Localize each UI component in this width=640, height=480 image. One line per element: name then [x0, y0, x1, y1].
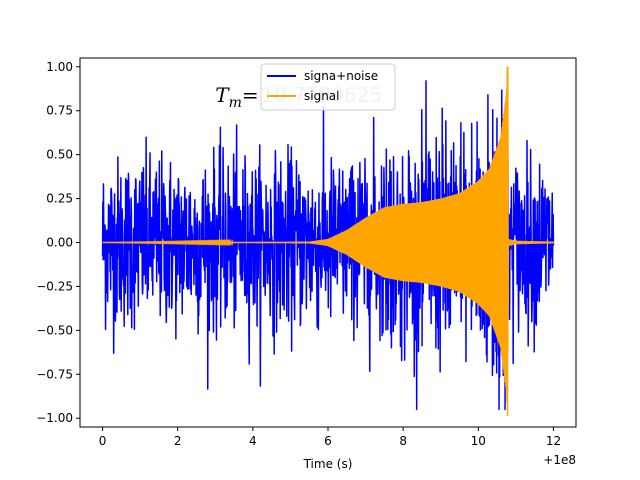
legend-label-1: signal	[304, 89, 340, 103]
series-line-signal	[102, 75, 555, 417]
legend-label-0: signa+noise	[304, 69, 378, 83]
series-layer	[101, 66, 555, 417]
x-tick-label-4: 8	[399, 434, 407, 448]
legend: signa+noise signal	[260, 63, 396, 111]
y-tick-label-6: −0.50	[36, 323, 73, 337]
x-tick-label-1: 2	[174, 434, 182, 448]
y-tick-label-1: 0.75	[46, 104, 73, 118]
x-tick-label-6: 12	[546, 434, 561, 448]
y-tick-label-8: −1.00	[36, 411, 73, 425]
y-tick-label-4: 0.00	[46, 236, 73, 250]
y-tick-label-2: 0.50	[46, 148, 73, 162]
y-tick-label-7: −0.75	[36, 367, 73, 381]
x-axis: 0 2 4 6 8 10 12	[99, 427, 561, 448]
x-axis-label: Time (s)	[303, 457, 353, 471]
x-tick-label-5: 10	[471, 434, 486, 448]
y-tick-label-5: −0.25	[36, 279, 73, 293]
x-tick-label-0: 0	[99, 434, 107, 448]
y-tick-label-0: 1.00	[46, 60, 73, 74]
annotation-label: Tm=	[215, 83, 258, 111]
y-axis: 1.00 0.75 0.50 0.25 0.00 −0.25 −0.50 −0.75 −1.00	[36, 60, 80, 425]
x-offset-label: +1e8	[543, 453, 576, 467]
y-tick-label-3: 0.25	[46, 192, 73, 206]
x-tick-label-3: 6	[324, 434, 332, 448]
x-tick-label-2: 4	[249, 434, 257, 448]
